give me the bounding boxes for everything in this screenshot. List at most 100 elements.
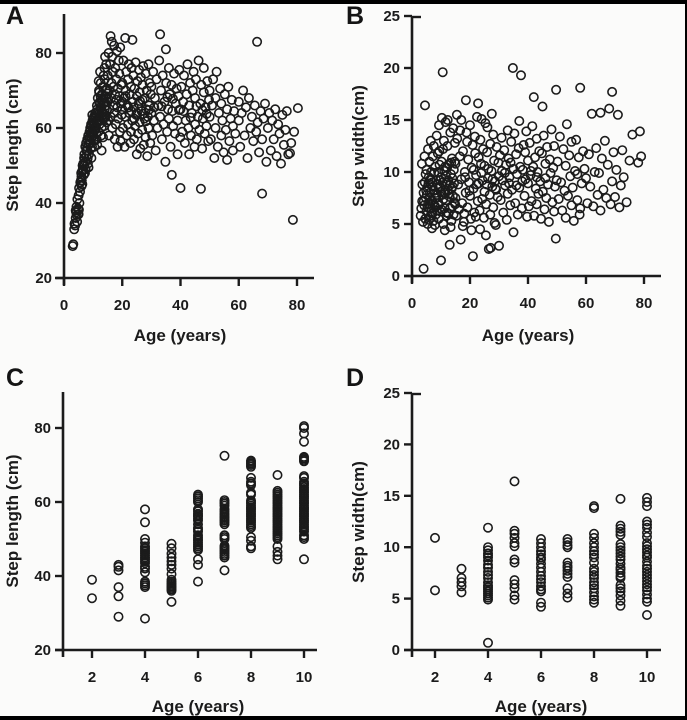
panel-d-chart: 2 4 6 8 10 0 5 10 15 20 25 Age (years) Step width(cm… <box>349 385 661 716</box>
data-point <box>219 450 230 461</box>
data-point <box>146 81 157 92</box>
x-axis-title: Age (years) <box>495 697 588 716</box>
data-point <box>190 74 201 85</box>
data-point <box>450 193 461 204</box>
data-point <box>113 559 124 570</box>
x-tick-label: 8 <box>590 669 598 686</box>
data-point <box>140 613 151 624</box>
data-point <box>156 134 167 145</box>
data-point <box>204 85 215 96</box>
data-point <box>589 528 600 539</box>
data-point <box>641 519 652 530</box>
data-point <box>566 136 577 147</box>
x-tick-label: 4 <box>484 669 493 686</box>
data-point <box>641 492 652 503</box>
data-point <box>235 141 246 152</box>
data-point <box>505 157 516 168</box>
data-point <box>246 476 257 487</box>
data-point <box>182 59 193 70</box>
data-point <box>420 100 431 111</box>
data-point <box>114 68 125 79</box>
data-point <box>543 179 554 190</box>
data-point <box>536 584 547 595</box>
data-point <box>166 543 177 554</box>
data-point <box>536 549 547 560</box>
data-point <box>185 112 196 123</box>
data-point <box>608 147 619 158</box>
data-point <box>163 62 174 73</box>
data-point <box>641 566 652 577</box>
data-point <box>482 147 493 158</box>
y-tick-label: 40 <box>34 568 51 585</box>
data-point <box>465 120 476 131</box>
data-point <box>259 98 270 109</box>
data-point <box>562 537 573 548</box>
data-point <box>574 209 585 220</box>
data-point <box>298 436 309 447</box>
data-point <box>272 470 283 481</box>
data-point <box>68 239 79 250</box>
data-point <box>615 180 626 191</box>
data-point <box>588 201 599 212</box>
data-point <box>222 154 233 165</box>
data-point <box>536 552 547 563</box>
data-point <box>135 96 146 107</box>
data-point <box>246 535 257 546</box>
data-point <box>615 523 626 534</box>
data-point <box>615 583 626 594</box>
data-point <box>155 29 166 40</box>
data-point <box>501 214 512 225</box>
data-point <box>633 157 644 168</box>
data-point <box>615 542 626 553</box>
data-point <box>219 565 230 576</box>
data-point <box>612 109 623 120</box>
data-point <box>563 190 574 201</box>
data-point <box>511 149 522 160</box>
data-point <box>212 141 223 152</box>
data-point <box>562 560 573 571</box>
data-point <box>427 151 438 162</box>
y-tick-label: 5 <box>392 591 400 608</box>
data-point <box>216 98 227 109</box>
data-point <box>466 225 477 236</box>
data-point <box>113 582 124 593</box>
y-tick-label: 80 <box>34 420 51 437</box>
data-point <box>140 541 151 552</box>
data-point <box>421 189 432 200</box>
data-point <box>439 166 450 177</box>
data-point <box>147 130 158 141</box>
data-point <box>532 167 543 178</box>
data-point <box>193 530 204 541</box>
data-point <box>509 557 520 568</box>
data-point <box>505 200 516 211</box>
data-point <box>270 104 281 115</box>
data-point <box>281 106 292 117</box>
data-point <box>249 100 260 111</box>
data-point <box>449 178 460 189</box>
data-point <box>522 211 533 222</box>
data-point <box>589 552 600 563</box>
scatter-points <box>87 421 309 624</box>
data-point <box>641 538 652 549</box>
data-point <box>425 135 436 146</box>
data-point <box>591 143 602 154</box>
data-point <box>113 55 124 66</box>
x-tick-label: 40 <box>172 297 189 314</box>
data-point <box>272 550 283 561</box>
data-point <box>536 574 547 585</box>
bottom-border <box>0 716 687 720</box>
data-point <box>273 119 284 130</box>
data-point <box>615 595 626 606</box>
data-point <box>562 540 573 551</box>
data-point <box>71 210 82 221</box>
data-point <box>142 151 153 162</box>
data-point <box>636 151 647 162</box>
data-point <box>495 195 506 206</box>
data-point <box>166 556 177 567</box>
x-tick-label: 40 <box>520 295 537 312</box>
data-point <box>198 62 209 73</box>
data-point <box>167 93 178 104</box>
x-tick-label: 6 <box>194 669 202 686</box>
data-point <box>193 559 204 570</box>
scatter-points <box>430 476 652 648</box>
